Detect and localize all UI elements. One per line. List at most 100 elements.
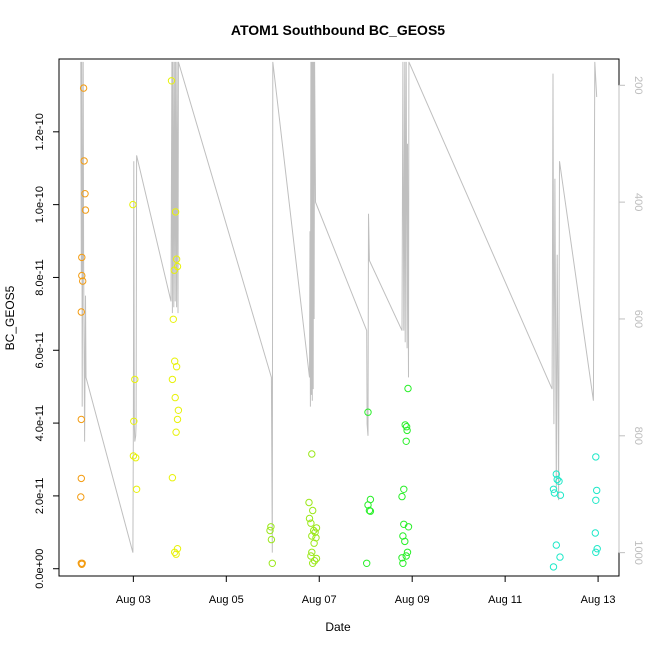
x-tick-label: Aug 07 [302,594,337,606]
y-tick-label: 1.2e-10 [34,113,46,150]
data-point [593,486,601,495]
data-point [130,417,138,425]
data-point [308,548,316,556]
data-point [129,200,137,209]
altitude-trace-line [80,61,598,553]
x-tick-label: Aug 09 [395,594,430,606]
y2-tick-label: 800 [632,427,644,445]
plot-frame [58,58,620,577]
data-point [171,548,179,556]
data-point [404,523,413,531]
data-point [402,552,410,560]
data-point [312,554,321,563]
data-point [174,406,183,414]
data-point [402,423,411,431]
altitude-trace [80,61,598,553]
y2-axis: 200 400 600 800 1000 [618,76,644,565]
data-point [364,408,372,416]
data-point [309,559,317,567]
y-tick-label: 6.0e-11 [34,332,46,369]
data-point [172,255,181,263]
data-point [171,208,180,216]
data-point [81,190,89,198]
y-tick-label: 0.0e+00 [34,549,46,589]
y-tick-label: 4.0e-11 [34,405,46,442]
y2-tick-label: 1000 [632,540,644,564]
data-point [169,315,178,323]
x-tick-label: Aug 05 [209,594,244,606]
data-point [549,485,558,493]
data-point [403,548,412,556]
data-point [556,491,565,499]
y-axis-label: BC_GEOS5 [3,285,17,350]
data-point [171,393,179,402]
data-point [80,157,88,165]
data-point [77,415,86,424]
y-tick-label: 2.0e-11 [34,478,46,514]
data-points [77,77,601,571]
data-point [549,563,558,571]
data-point [267,535,276,544]
data-point [398,492,406,501]
x-tick-label: Aug 13 [581,594,616,606]
y2-tick-label: 200 [632,76,644,94]
data-point [552,470,560,478]
data-point [401,537,409,546]
y-tick-label: 8.0e-11 [34,259,46,296]
data-point [553,475,561,484]
data-point [78,559,86,567]
data-point [172,428,180,436]
x-axis: Aug 03 Aug 05 Aug 07 Aug 09 Aug 11 Aug 13 [116,576,616,606]
data-point [366,495,375,504]
data-point [170,266,179,274]
data-point [593,545,601,553]
data-point [399,559,407,567]
data-point [173,415,182,424]
data-point [363,559,371,567]
data-point [592,453,600,461]
data-point [305,514,314,523]
data-point [168,474,177,482]
chart-title: ATOM1 Southbound BC_GEOS5 [231,22,445,38]
data-point [78,271,86,280]
x-axis-label: Date [325,620,351,634]
data-point [79,84,88,92]
data-point [592,496,600,504]
data-point [309,506,317,515]
data-point [132,454,140,462]
data-point [172,550,180,558]
plot-area [58,58,620,577]
y-axis: 0.0e+00 2.0e-11 4.0e-11 6.0e-11 8.0e-11 1.0e-… [34,113,59,589]
data-point [266,526,274,535]
data-point [79,277,87,285]
data-point [308,532,316,540]
y2-tick-label: 600 [632,310,644,328]
data-point [267,523,275,531]
data-point [366,507,375,515]
data-point [167,77,176,85]
data-point [78,253,86,262]
data-point [132,485,141,493]
y-tick-label: 1.0e-10 [34,186,46,223]
data-point [552,541,560,549]
data-point [555,477,563,485]
data-point [310,539,318,547]
data-point [77,308,86,316]
data-point [591,529,599,537]
data-point [168,375,177,384]
data-point [365,506,374,515]
data-point [400,485,408,493]
x-tick-label: Aug 03 [116,594,151,606]
data-point [398,554,406,562]
data-point [592,548,600,556]
data-point [172,363,181,371]
data-point [404,384,412,393]
data-point [550,489,559,497]
data-point [403,426,411,435]
data-point [305,498,313,507]
data-point [307,519,315,527]
data-point [308,450,316,458]
data-point [556,553,564,561]
data-point [402,437,410,445]
